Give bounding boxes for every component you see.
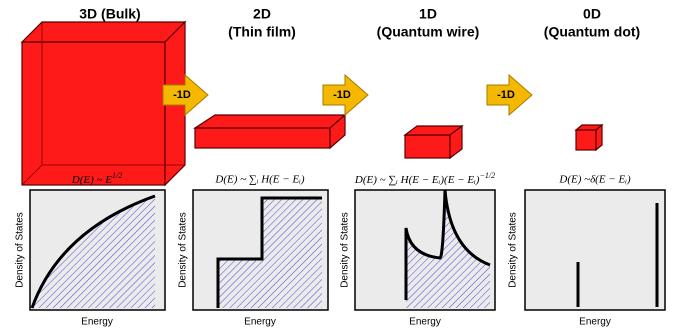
title: (Thin film): [228, 24, 296, 40]
title: 0D: [583, 6, 601, 22]
formulas: D(E) ~ E1/2 D(E) ~ ∑ᵢ H(E − Eᵢ) D(E) ~ ∑…: [71, 171, 631, 186]
titles: 3D (Bulk) 2D (Thin film) 1D (Quantum wir…: [79, 6, 640, 40]
title: (Quantum dot): [544, 24, 640, 40]
y-label: Density of States: [508, 212, 519, 288]
y-label: Density of States: [15, 212, 26, 288]
title: 3D (Bulk): [79, 6, 140, 22]
title: (Quantum wire): [377, 24, 480, 40]
plot-0d: [524, 189, 666, 311]
x-label: Energy: [409, 317, 441, 328]
formula: D(E) ~ E1/2: [71, 171, 122, 186]
y-label: Density of States: [178, 212, 189, 288]
x-label: Energy: [579, 317, 611, 328]
title: 1D: [419, 6, 437, 22]
wire-1d: [403, 124, 464, 160]
cube-3d: [20, 20, 187, 187]
x-label: Energy: [244, 317, 276, 328]
formula: D(E) ~δ(E − Eᵢ): [558, 174, 631, 186]
arrow-label: -1D: [333, 89, 351, 101]
slab-2d: [192, 113, 347, 150]
title: 2D: [253, 6, 271, 22]
formula: D(E) ~ ∑ᵢ H(E − Eᵢ)(E − Eᵢ)−1/2: [354, 171, 495, 186]
x-label: Energy: [81, 317, 113, 328]
plot-1d: [354, 189, 496, 311]
arrow-label: -1D: [173, 89, 191, 101]
dot-0d: [574, 123, 604, 152]
plot-2d: [192, 189, 329, 311]
plot-3d: [29, 189, 166, 311]
arrows: -1D -1D -1D: [162, 73, 533, 117]
arrow-label: -1D: [497, 89, 515, 101]
y-label: Density of States: [340, 212, 351, 288]
axis-labels: Density of States Density of States Dens…: [15, 212, 611, 327]
formula: D(E) ~ ∑ᵢ H(E − Eᵢ): [214, 174, 304, 186]
